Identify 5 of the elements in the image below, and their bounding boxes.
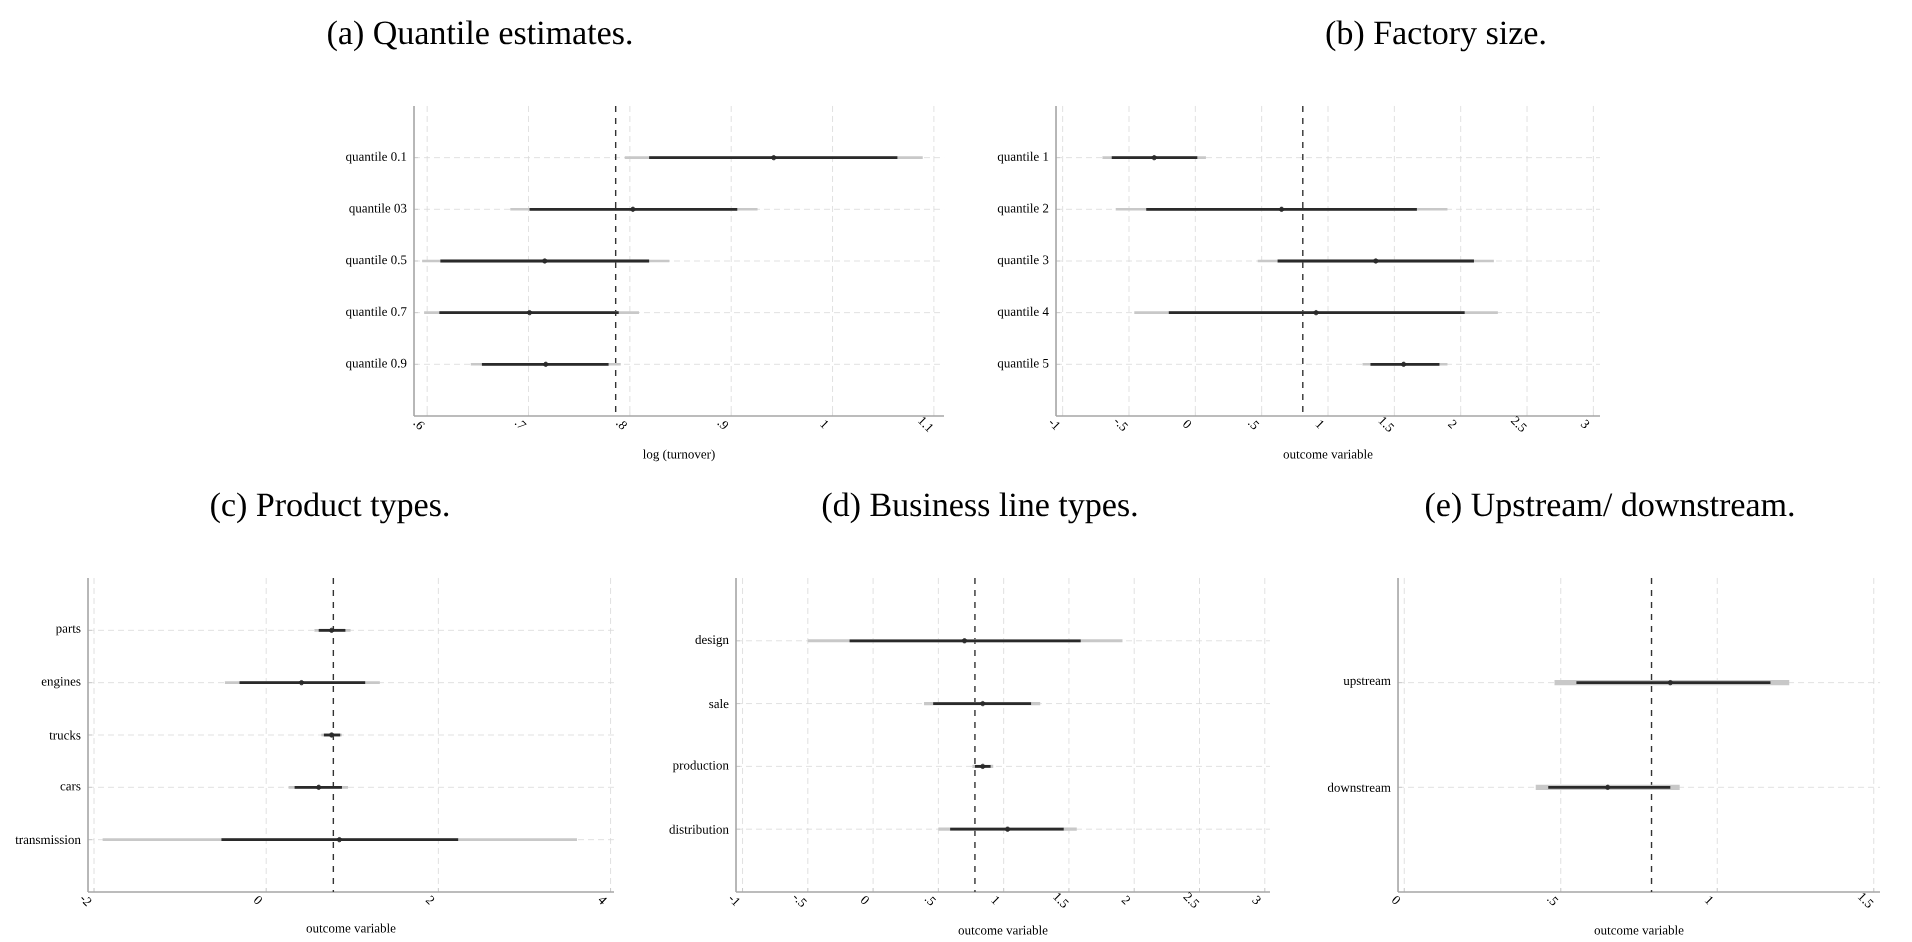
chart-title: (c) Product types. [211, 492, 449, 524]
chart-title: (e) Upstream/ downstream. [1425, 492, 1794, 524]
chart-title: (d) Business line types. [822, 492, 1137, 524]
chart-title: (b) Factory size. [1326, 20, 1545, 52]
chart-title: (a) Quantile estimates. [328, 20, 632, 52]
